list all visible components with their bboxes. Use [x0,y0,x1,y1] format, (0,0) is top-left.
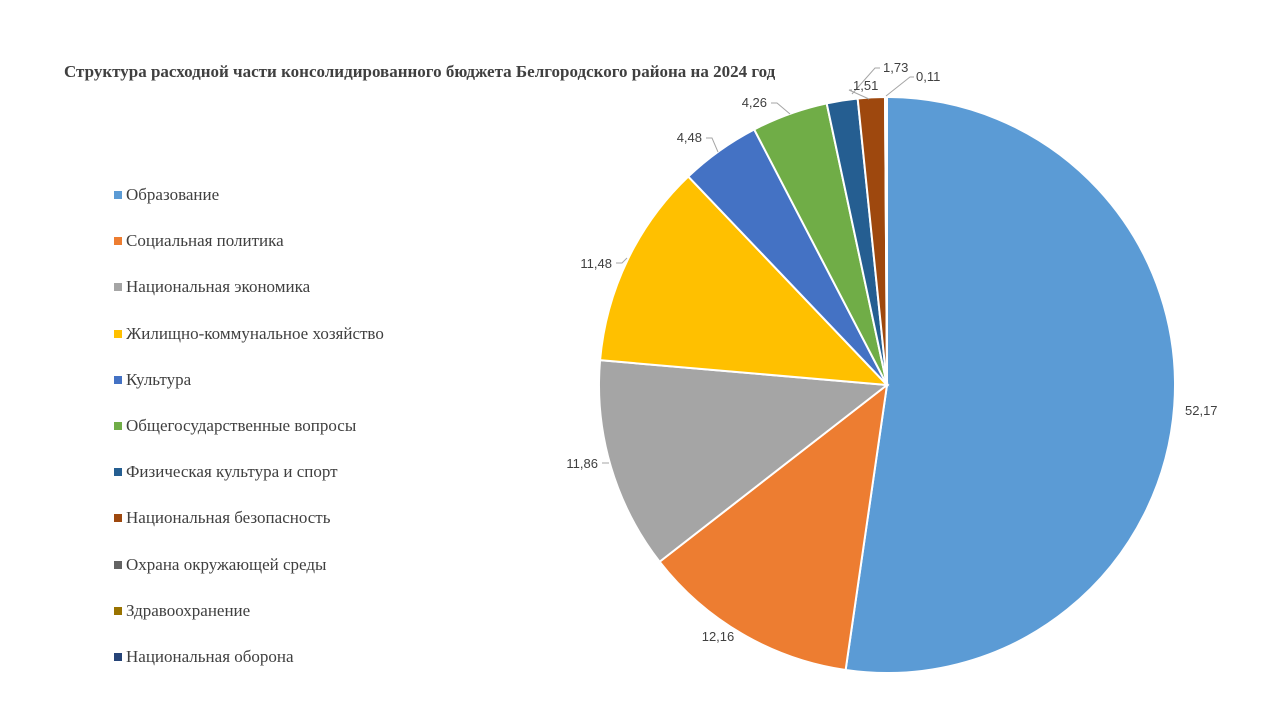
legend-swatch [114,283,122,292]
pie-slice [598,359,890,564]
legend-item: Культура [114,357,384,403]
data-label: 1,51 [853,78,878,93]
legend-label: Охрана окружающей среды [126,554,327,574]
leader-line [771,102,791,115]
legend-label: Социальная политика [126,231,284,251]
chart-title: Структура расходной части консолидирован… [64,62,776,81]
pie-slice [844,95,1176,674]
legend-item: Физическая культура и спорт [114,449,384,495]
legend-item: Образование [114,172,384,218]
legend-label: Жилищно-коммунальное хозяйство [126,323,384,343]
legend-label: Национальная безопасность [126,508,331,528]
legend-swatch [114,652,122,661]
leader-line [848,89,870,100]
chart-legend: Образование Социальная политика Национальн… [114,172,384,680]
data-label: 4,26 [742,95,767,110]
legend-item: Социальная политика [114,218,384,264]
legend-swatch [114,560,122,569]
legend-swatch [114,375,122,384]
legend-item: Здравоохранение [114,588,384,634]
legend-label: Физическая культура и спорт [126,462,338,482]
legend-label: Культура [126,369,192,389]
legend-label: Образование [126,185,220,205]
data-label: 11,86 [566,456,598,471]
legend-swatch [114,422,122,431]
leader-line [706,137,719,153]
leader-line [616,257,628,264]
legend-item: Национальная экономика [114,264,384,310]
legend-swatch [114,237,122,246]
data-label: 11,48 [580,256,612,271]
pie-slice [658,382,889,672]
legend-label: Общегосударственные вопросы [126,416,357,436]
data-label: 0,11 [916,69,940,84]
legend-swatch [114,514,122,523]
legend-swatch [114,468,122,477]
legend-item: Национальная оборона [114,634,384,680]
data-label: 12,16 [702,629,735,644]
data-label: 1,73 [883,60,908,75]
legend-swatch [114,606,122,615]
pie-slice [598,175,890,387]
legend-label: Национальная оборона [126,646,294,666]
legend-item: Общегосударственные вопросы [114,403,384,449]
leader-line [885,76,914,97]
data-label: 52,17 [1185,403,1218,418]
leader-line [851,67,880,95]
legend-label: Национальная экономика [126,277,311,297]
data-label: 4,48 [677,130,702,145]
legend-swatch [114,191,122,200]
legend-label: Здравоохранение [126,600,251,620]
legend-item: Жилищно-коммунальное хозяйство [114,311,384,357]
legend-swatch [114,329,122,338]
legend-item: Охрана окружающей среды [114,542,384,588]
legend-item: Национальная безопасность [114,495,384,541]
pie-slice [883,95,888,386]
